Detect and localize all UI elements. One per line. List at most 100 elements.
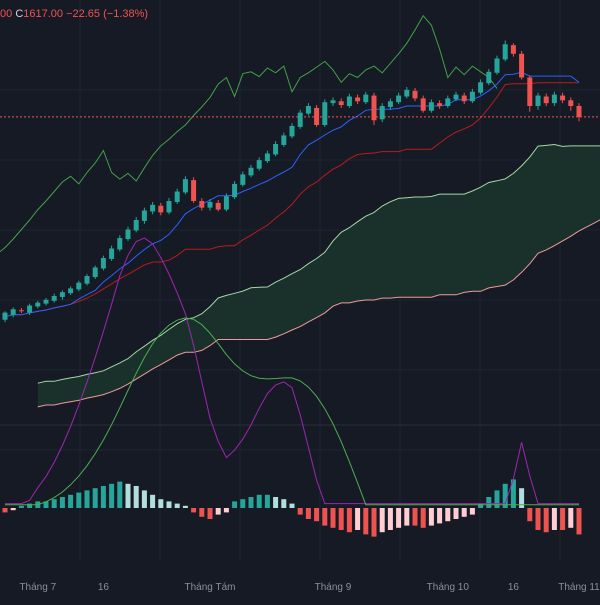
- candle: [141, 207, 147, 224]
- candle-body: [68, 288, 74, 294]
- candle: [125, 226, 131, 241]
- candle-body: [560, 95, 566, 101]
- candle: [568, 97, 574, 111]
- histogram-bar: [207, 508, 213, 519]
- candle: [314, 105, 320, 127]
- legend-close-key: C: [15, 8, 24, 20]
- senkou-span-b-line: [37, 219, 600, 408]
- histogram-bar: [535, 508, 541, 530]
- candle: [420, 95, 426, 113]
- candle-body: [346, 96, 352, 106]
- histogram-bar: [330, 508, 336, 528]
- candle: [486, 68, 492, 86]
- histogram-bar: [461, 508, 467, 517]
- histogram-bar: [355, 508, 361, 530]
- candle: [322, 99, 328, 127]
- candle-body: [387, 101, 393, 107]
- candle: [35, 300, 41, 309]
- histogram-bar: [191, 508, 197, 513]
- histogram-bar: [502, 483, 508, 508]
- candle: [519, 50, 525, 80]
- histogram-bar: [27, 503, 33, 508]
- candle-body: [207, 201, 213, 208]
- histogram-bar: [428, 508, 434, 526]
- histogram-bar: [223, 508, 229, 513]
- grid: [0, 0, 600, 560]
- candle: [379, 103, 385, 123]
- histogram-bar: [527, 508, 533, 522]
- time-axis-label: 16: [508, 582, 520, 593]
- histogram-bar: [273, 497, 279, 508]
- candle-body: [519, 53, 525, 78]
- histogram-bar: [453, 508, 459, 519]
- candle-body: [469, 91, 475, 102]
- candle-body: [445, 98, 451, 106]
- candle-body: [117, 238, 123, 250]
- histogram-bar: [412, 508, 418, 526]
- candle: [68, 286, 74, 296]
- histogram-bar: [215, 508, 221, 515]
- histogram-bar: [133, 486, 139, 508]
- time-axis-label: Tháng 7: [19, 582, 56, 593]
- candle: [100, 255, 106, 271]
- candle-body: [322, 102, 328, 125]
- candle: [18, 307, 24, 314]
- histogram-bar: [166, 501, 172, 508]
- candle-body: [150, 204, 156, 212]
- candle: [240, 171, 246, 187]
- candle: [346, 93, 352, 108]
- candle: [371, 92, 377, 125]
- candle-body: [379, 106, 385, 120]
- candle-body: [125, 229, 131, 239]
- candle-body: [51, 296, 57, 301]
- histogram-bar: [543, 508, 549, 533]
- histogram-bar: [346, 508, 352, 533]
- histogram-bar: [551, 508, 557, 530]
- candle-body: [100, 258, 106, 269]
- candle-body: [35, 302, 41, 307]
- candle-body: [182, 179, 188, 193]
- candle-body: [158, 205, 164, 213]
- candle-body: [281, 135, 287, 145]
- candle: [387, 98, 393, 110]
- histogram-bar: [494, 490, 500, 508]
- histogram-bar: [396, 508, 402, 528]
- time-axis: Tháng 7 16 Tháng Tám Tháng 9 Tháng 10 16 Tháng…: [19, 582, 600, 593]
- histogram-bar: [256, 494, 262, 508]
- candle-body: [232, 183, 238, 198]
- candle: [207, 199, 213, 211]
- candle-body: [568, 100, 574, 106]
- candle: [174, 188, 180, 204]
- candle: [510, 43, 516, 57]
- candle: [150, 201, 156, 215]
- histogram-bar: [437, 508, 443, 524]
- candle: [191, 177, 197, 203]
- histogram-bar: [141, 490, 147, 508]
- histogram-bar: [478, 503, 484, 508]
- candle-body: [215, 202, 221, 210]
- candle: [330, 97, 336, 106]
- histogram-bar: [117, 481, 123, 508]
- candle-body: [543, 96, 549, 104]
- legend-prefix: 00: [0, 8, 13, 20]
- candle-body: [43, 299, 49, 304]
- candle-body: [256, 160, 262, 169]
- histogram-bar: [560, 508, 566, 530]
- histogram-bar: [59, 497, 65, 508]
- candle: [43, 297, 49, 306]
- candle-body: [305, 106, 311, 114]
- histogram-bar: [158, 499, 164, 508]
- candle-body: [273, 144, 279, 155]
- histogram-bar: [338, 508, 344, 530]
- histogram-bar: [322, 508, 328, 526]
- time-axis-label: Tháng 11: [558, 582, 600, 593]
- candle: [363, 91, 369, 105]
- candle: [404, 87, 410, 99]
- candle: [576, 103, 582, 122]
- histogram-bar: [68, 494, 74, 508]
- candle: [355, 94, 361, 105]
- candle: [478, 79, 484, 95]
- candle-body: [10, 309, 16, 315]
